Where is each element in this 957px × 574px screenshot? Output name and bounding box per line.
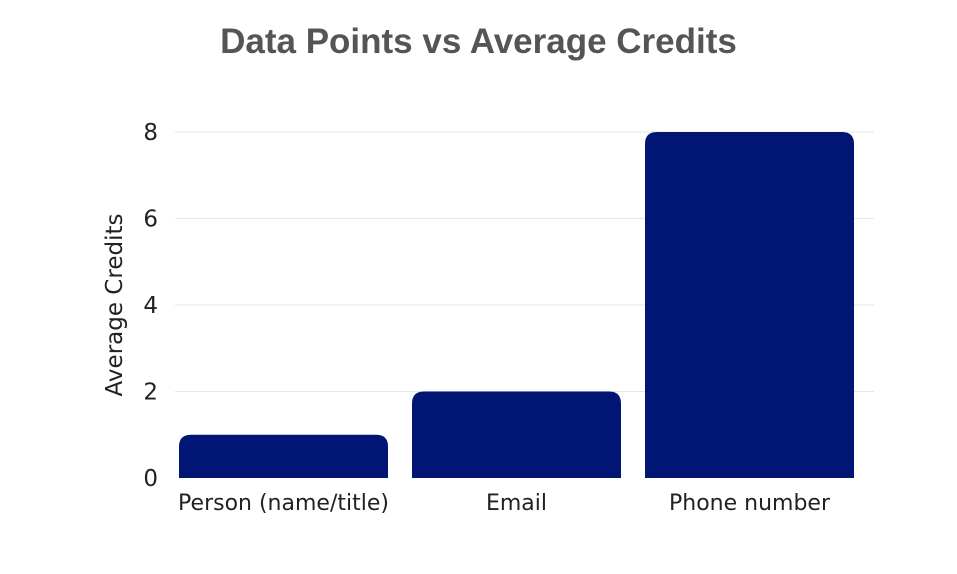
y-tick-label: 8 (143, 120, 158, 146)
x-tick-label: Person (name/title) (178, 491, 389, 516)
y-tick-label: 4 (143, 293, 158, 319)
x-tick-label: Phone number (669, 491, 831, 516)
bars (179, 132, 854, 478)
y-tick-label: 0 (143, 466, 158, 492)
x-tick-label: Email (486, 491, 547, 516)
y-tick-label: 6 (143, 207, 158, 233)
bar-1 (412, 391, 621, 478)
x-axis-labels: Person (name/title) Email Phone number (178, 491, 831, 516)
bar-0 (179, 434, 388, 478)
bar-2 (645, 132, 854, 478)
chart-title: Data Points vs Average Credits (220, 22, 737, 61)
y-tick-label: 2 (143, 380, 158, 406)
y-axis-ticks: 0 2 4 6 8 (143, 120, 158, 492)
y-axis-title: Average Credits (102, 214, 128, 397)
